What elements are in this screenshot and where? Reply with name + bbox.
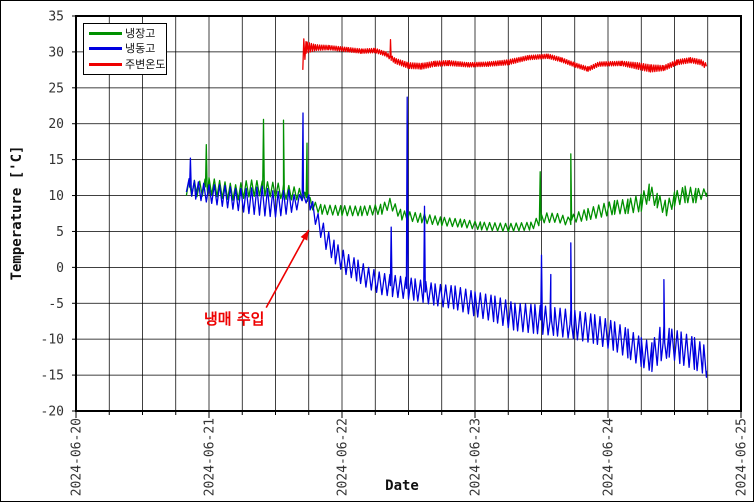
- refrigerator-line-swatch: [89, 32, 122, 36]
- legend-label-ambient: 주변온도: [125, 57, 166, 71]
- x-tick-label: 2024-06-23: [469, 418, 484, 496]
- series-line-2: [302, 38, 708, 73]
- y-tick-label: 5: [56, 225, 64, 240]
- legend-item-freezer: 냉동고: [84, 41, 166, 56]
- legend-label-freezer: 냉동고: [125, 42, 156, 56]
- annotation-arrow-line: [265, 229, 310, 308]
- freezer-line-swatch: [89, 47, 122, 51]
- y-tick-label: 0: [56, 261, 64, 276]
- y-tick-label: -5: [48, 297, 64, 312]
- series-line-0: [185, 118, 708, 233]
- refrigerant-injection-annotation: 냉매 주입: [204, 310, 265, 328]
- chart-legend: 냉장고 냉동고 주변온도: [83, 23, 167, 75]
- x-tick-label: 2024-06-24: [602, 418, 617, 496]
- y-tick-label: 25: [48, 81, 64, 96]
- y-tick-label: 20: [48, 117, 64, 132]
- y-tick-label: 15: [48, 153, 64, 168]
- y-tick-label: 35: [48, 10, 64, 25]
- legend-item-ambient: 주변온도: [84, 57, 166, 72]
- series-line-1: [185, 96, 708, 378]
- annotation-arrow-head: [300, 230, 309, 241]
- plot-border: [75, 15, 742, 412]
- x-tick-label: 2024-06-20: [70, 418, 85, 496]
- legend-item-refrigerator: 냉장고: [84, 26, 166, 41]
- legend-label-refrigerator: 냉장고: [125, 27, 156, 41]
- x-tick-label: 2024-06-21: [203, 418, 218, 496]
- y-tick-label: 10: [48, 189, 64, 204]
- ambient-line-swatch: [89, 62, 122, 66]
- x-tick-label: 2024-06-22: [336, 418, 351, 496]
- y-tick-label: -15: [41, 369, 64, 384]
- y-tick-label: 30: [48, 45, 64, 60]
- y-tick-label: -10: [41, 333, 64, 348]
- y-tick-label: -20: [41, 405, 64, 420]
- y-axis-title: Temperature ['C]: [9, 146, 25, 281]
- x-tick-label: 2024-06-25: [735, 418, 750, 496]
- x-axis-title: Date: [385, 478, 419, 494]
